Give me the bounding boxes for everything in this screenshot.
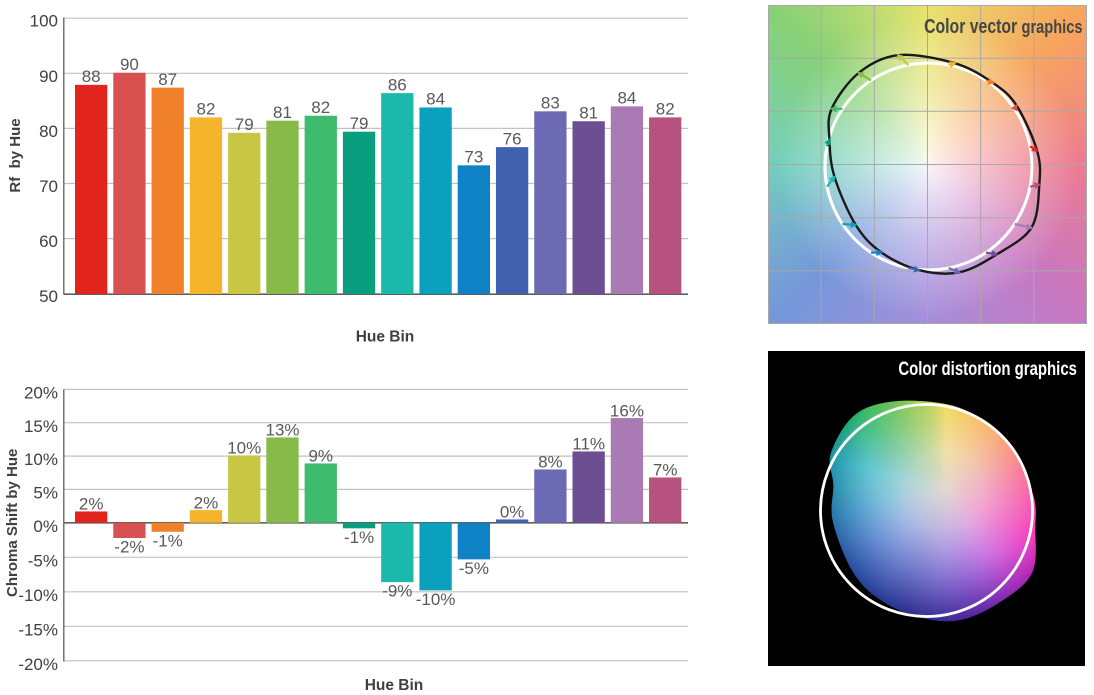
svg-text:-10%: -10%: [18, 586, 58, 605]
svg-text:87: 87: [158, 70, 177, 89]
svg-text:15%: 15%: [24, 417, 58, 436]
svg-text:90: 90: [39, 67, 58, 86]
svg-text:11%: 11%: [572, 435, 605, 454]
svg-text:90: 90: [120, 55, 139, 74]
svg-text:10%: 10%: [227, 439, 261, 458]
svg-text:0%: 0%: [33, 517, 58, 536]
svg-text:60: 60: [39, 232, 58, 251]
svg-text:100: 100: [30, 12, 58, 31]
svg-text:0%: 0%: [500, 503, 525, 522]
svg-text:-1%: -1%: [153, 531, 183, 550]
svg-text:-1%: -1%: [344, 528, 374, 547]
svg-text:9%: 9%: [308, 447, 333, 466]
svg-text:80: 80: [39, 122, 58, 141]
svg-text:-10%: -10%: [416, 590, 456, 609]
svg-text:79: 79: [235, 115, 254, 134]
svg-text:7%: 7%: [653, 461, 678, 480]
svg-text:73: 73: [464, 148, 483, 167]
svg-text:13%: 13%: [265, 421, 299, 440]
svg-text:50: 50: [39, 287, 58, 306]
svg-text:Chroma Shift by Hue: Chroma Shift by Hue: [4, 449, 21, 597]
svg-text:Hue Bin: Hue Bin: [356, 329, 415, 346]
svg-text:84: 84: [426, 90, 445, 109]
svg-text:84: 84: [617, 89, 636, 108]
svg-text:8%: 8%: [538, 453, 563, 472]
svg-text:79: 79: [350, 114, 369, 133]
svg-text:81: 81: [579, 103, 598, 122]
svg-text:5%: 5%: [33, 483, 58, 502]
svg-text:70: 70: [39, 177, 58, 196]
svg-text:Hue Bin: Hue Bin: [365, 677, 424, 694]
svg-text:16%: 16%: [610, 401, 644, 420]
svg-text:76: 76: [503, 129, 522, 148]
svg-text:2%: 2%: [194, 493, 219, 512]
svg-text:20%: 20%: [24, 383, 58, 402]
svg-text:82: 82: [196, 100, 215, 119]
svg-text:86: 86: [388, 75, 407, 94]
svg-text:10%: 10%: [24, 450, 58, 469]
svg-text:-9%: -9%: [382, 582, 412, 601]
svg-text:82: 82: [311, 98, 330, 117]
svg-text:-5%: -5%: [28, 551, 58, 570]
svg-text:-20%: -20%: [18, 655, 58, 674]
svg-text:82: 82: [656, 100, 675, 119]
svg-text:81: 81: [273, 103, 292, 122]
svg-text:Rf by Hue: Rf by Hue: [7, 118, 24, 192]
svg-text:-2%: -2%: [114, 537, 144, 556]
svg-text:88: 88: [82, 67, 101, 86]
svg-text:83: 83: [541, 94, 560, 113]
svg-text:2%: 2%: [79, 495, 104, 514]
svg-text:-15%: -15%: [18, 620, 58, 639]
svg-text:-5%: -5%: [459, 559, 489, 578]
